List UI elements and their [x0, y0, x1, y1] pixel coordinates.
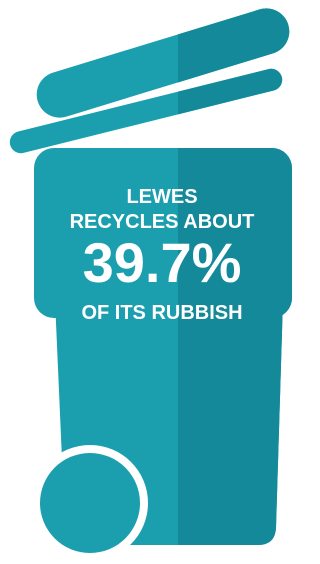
infographic: LEWES RECYCLES ABOUT 39.7% OF ITS RUBBIS…: [0, 0, 292, 564]
text-line: LEWES: [126, 186, 197, 208]
text-line: OF ITS RUBBISH: [81, 302, 242, 324]
headline-figure: 39.7%: [83, 231, 242, 294]
wheel: [40, 453, 140, 553]
page: {"infographic": {"lines": ["LEWES", "REC…: [0, 0, 292, 564]
text-line: RECYCLES ABOUT: [70, 211, 255, 233]
